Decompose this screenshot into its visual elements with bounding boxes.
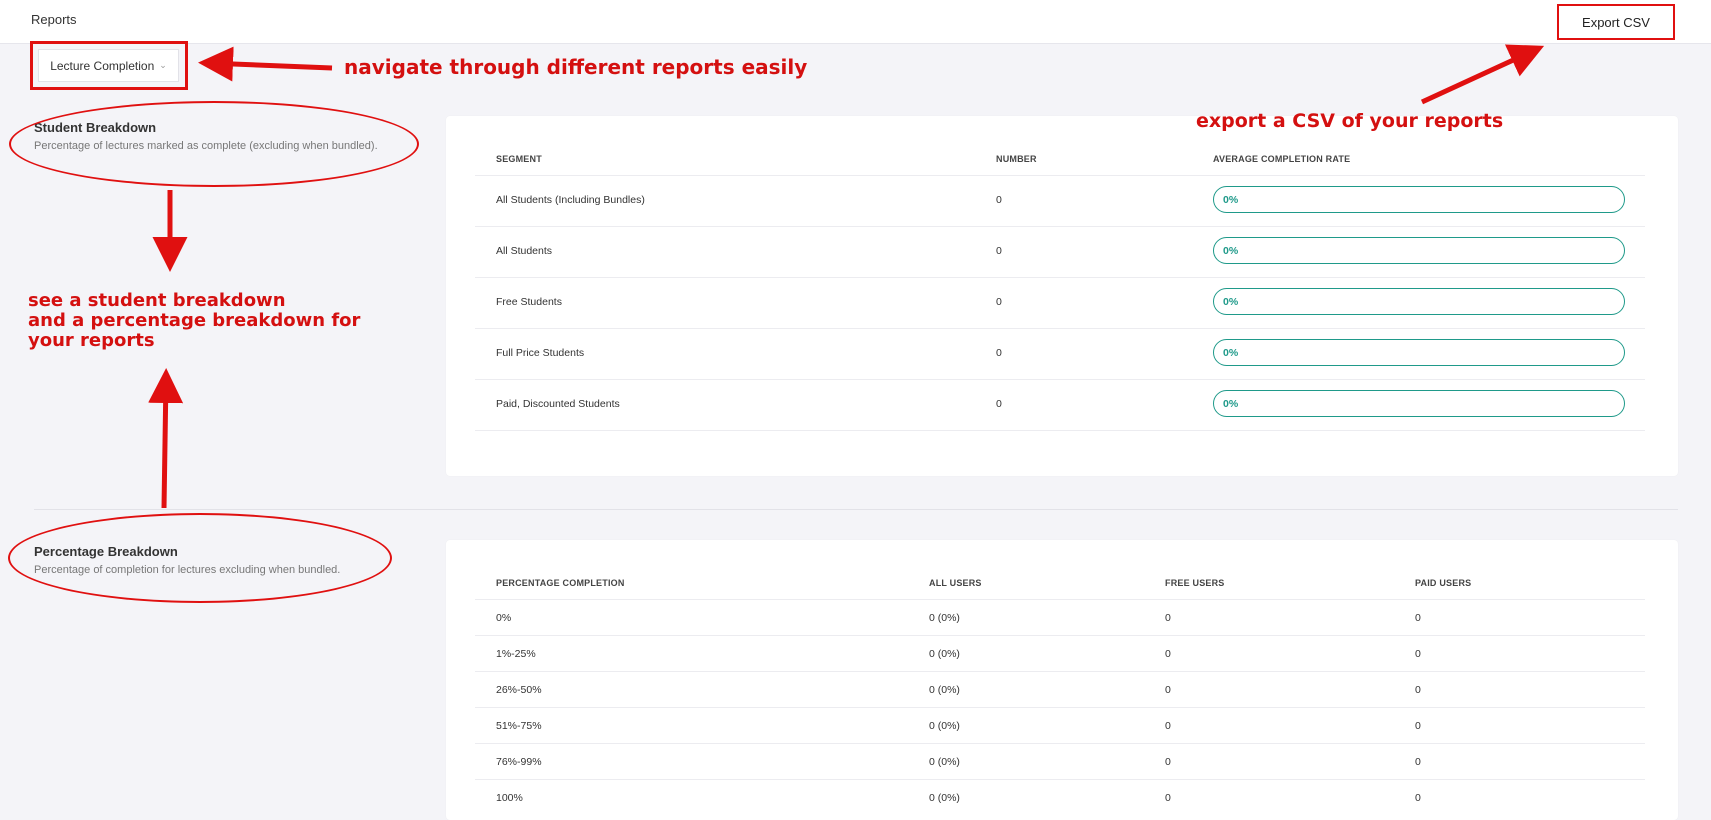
section-divider bbox=[34, 509, 1678, 510]
breakdown-annotation-line-1: see a student breakdown bbox=[28, 290, 286, 311]
export-annotation-arrow bbox=[1420, 44, 1545, 105]
completion-rate-bar: 0% bbox=[1213, 186, 1625, 213]
segment-cell: All Students (Including Bundles) bbox=[496, 194, 645, 206]
free-users-cell: 0 bbox=[1165, 648, 1171, 660]
completion-rate-value: 0% bbox=[1223, 398, 1239, 410]
row-divider bbox=[475, 226, 1645, 227]
export-annotation-text: export a CSV of your reports bbox=[1196, 110, 1504, 132]
completion-rate-bar: 0% bbox=[1213, 390, 1625, 417]
paid-users-cell: 0 bbox=[1415, 720, 1421, 732]
percentage-breakdown-highlight-ellipse bbox=[8, 513, 392, 603]
all-users-cell: 0 (0%) bbox=[929, 612, 960, 624]
segment-cell: Full Price Students bbox=[496, 347, 585, 359]
row-divider bbox=[475, 671, 1645, 672]
paid-users-cell: 0 bbox=[1415, 648, 1421, 660]
row-divider bbox=[475, 379, 1645, 380]
paid-users-cell: 0 bbox=[1415, 756, 1421, 768]
all-users-cell: 0 (0%) bbox=[929, 756, 960, 768]
report-select-dropdown[interactable]: Lecture Completion ⌄ bbox=[38, 49, 179, 82]
completion-rate-value: 0% bbox=[1223, 194, 1239, 206]
header-divider bbox=[475, 175, 1645, 176]
student-breakdown-card: SEGMENT NUMBER AVERAGE COMPLETION RATE A… bbox=[446, 116, 1678, 476]
paid-users-cell: 0 bbox=[1415, 792, 1421, 804]
percentage-breakdown-card: PERCENTAGE COMPLETION ALL USERS FREE USE… bbox=[446, 540, 1678, 820]
all-users-cell: 0 (0%) bbox=[929, 792, 960, 804]
range-cell: 26%-50% bbox=[496, 684, 542, 696]
breakdown-annotation-text: see a student breakdown and a percentage… bbox=[28, 291, 360, 351]
header-divider bbox=[475, 599, 1645, 600]
number-cell: 0 bbox=[996, 194, 1002, 206]
completion-rate-bar: 0% bbox=[1213, 339, 1625, 366]
free-users-cell: 0 bbox=[1165, 720, 1171, 732]
breakdown-annotation-line-3: your reports bbox=[28, 330, 155, 351]
free-users-cell: 0 bbox=[1165, 756, 1171, 768]
column-header-free-users: FREE USERS bbox=[1165, 578, 1225, 588]
completion-rate-bar: 0% bbox=[1213, 237, 1625, 264]
completion-rate-value: 0% bbox=[1223, 347, 1239, 359]
row-divider bbox=[475, 277, 1645, 278]
range-cell: 0% bbox=[496, 612, 512, 624]
free-users-cell: 0 bbox=[1165, 792, 1171, 804]
column-header-segment: SEGMENT bbox=[496, 154, 542, 164]
export-csv-button[interactable]: Export CSV bbox=[1557, 4, 1675, 40]
segment-cell: All Students bbox=[496, 245, 553, 257]
nav-annotation-arrow bbox=[198, 46, 333, 82]
chevron-down-icon: ⌄ bbox=[159, 60, 167, 70]
row-divider bbox=[475, 430, 1645, 431]
number-cell: 0 bbox=[996, 296, 1002, 308]
column-header-percentage-completion: PERCENTAGE COMPLETION bbox=[496, 578, 625, 588]
column-header-number: NUMBER bbox=[996, 154, 1037, 164]
number-cell: 0 bbox=[996, 347, 1002, 359]
completion-rate-value: 0% bbox=[1223, 296, 1239, 308]
range-cell: 51%-75% bbox=[496, 720, 542, 732]
breakdown-annotation-line-2: and a percentage breakdown for bbox=[28, 310, 361, 331]
breakdown-down-arrow-bottom bbox=[148, 368, 184, 509]
free-users-cell: 0 bbox=[1165, 612, 1171, 624]
row-divider bbox=[475, 707, 1645, 708]
student-breakdown-highlight-ellipse bbox=[9, 101, 419, 187]
row-divider bbox=[475, 328, 1645, 329]
page-title: Reports bbox=[31, 12, 77, 27]
column-header-paid-users: PAID USERS bbox=[1415, 578, 1472, 588]
paid-users-cell: 0 bbox=[1415, 612, 1421, 624]
all-users-cell: 0 (0%) bbox=[929, 720, 960, 732]
number-cell: 0 bbox=[996, 398, 1002, 410]
row-divider bbox=[475, 743, 1645, 744]
report-select-value: Lecture Completion bbox=[50, 58, 155, 73]
all-users-cell: 0 (0%) bbox=[929, 684, 960, 696]
report-select-highlight: Lecture Completion ⌄ bbox=[30, 41, 188, 90]
nav-annotation-text: navigate through different reports easil… bbox=[344, 55, 808, 79]
segment-cell: Free Students bbox=[496, 296, 562, 308]
all-users-cell: 0 (0%) bbox=[929, 648, 960, 660]
range-cell: 100% bbox=[496, 792, 523, 804]
number-cell: 0 bbox=[996, 245, 1002, 257]
segment-cell: Paid, Discounted Students bbox=[496, 398, 620, 410]
free-users-cell: 0 bbox=[1165, 684, 1171, 696]
column-header-all-users: ALL USERS bbox=[929, 578, 982, 588]
completion-rate-bar: 0% bbox=[1213, 288, 1625, 315]
range-cell: 1%-25% bbox=[496, 648, 536, 660]
paid-users-cell: 0 bbox=[1415, 684, 1421, 696]
top-bar: Reports Export CSV bbox=[0, 0, 1711, 44]
row-divider bbox=[475, 779, 1645, 780]
completion-rate-value: 0% bbox=[1223, 245, 1239, 257]
column-header-average-completion-rate: AVERAGE COMPLETION RATE bbox=[1213, 154, 1351, 164]
row-divider bbox=[475, 635, 1645, 636]
range-cell: 76%-99% bbox=[496, 756, 542, 768]
